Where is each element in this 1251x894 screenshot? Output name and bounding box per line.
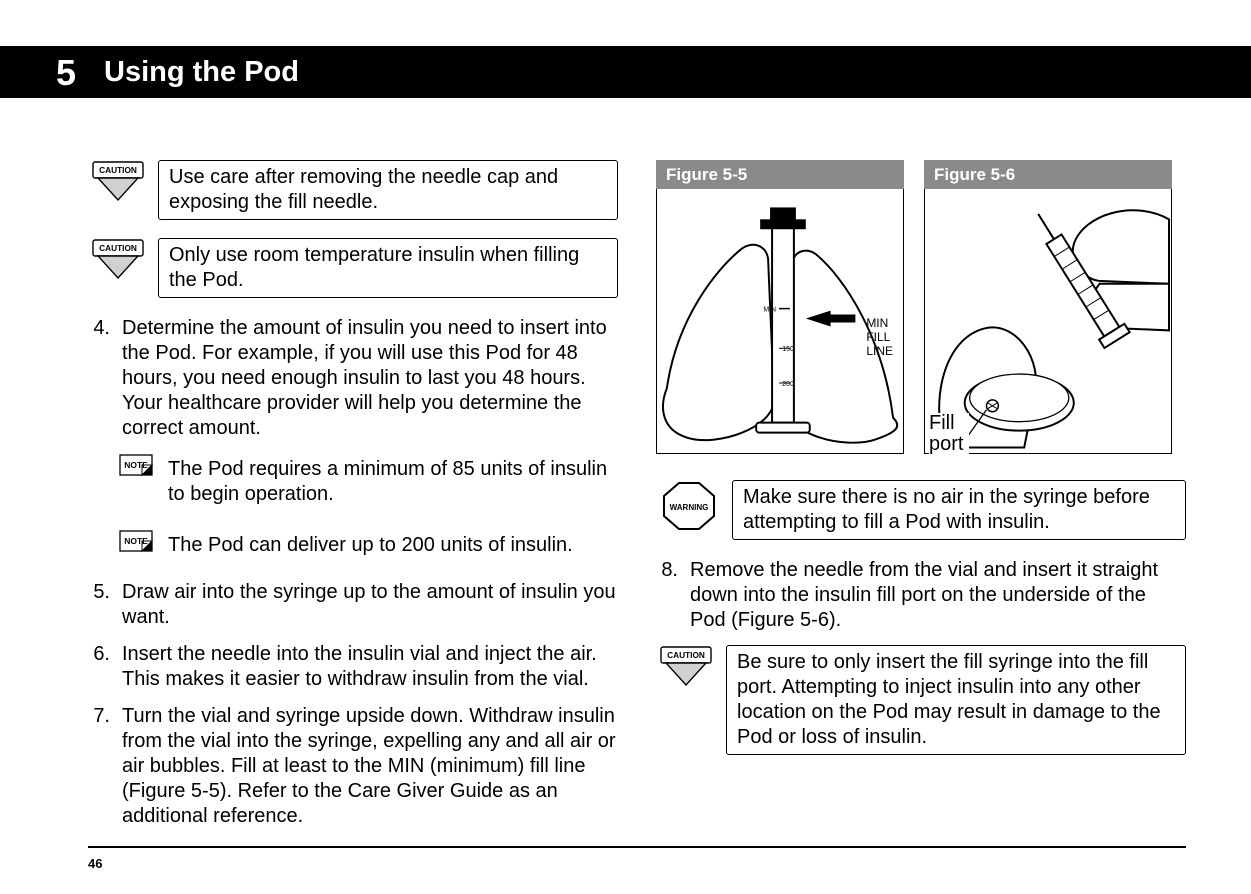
figure-5-5: Figure 5-5 — [656, 160, 904, 454]
caution-text-1: Use care after removing the needle cap a… — [158, 160, 618, 220]
svg-text:200: 200 — [782, 381, 794, 388]
svg-text:150: 150 — [782, 347, 794, 354]
svg-text:CAUTION: CAUTION — [667, 650, 705, 660]
figure-body: MIN 150 200 MIN FILL LINE — [656, 189, 904, 454]
svg-text:MIN: MIN — [763, 307, 776, 314]
figure-title: Figure 5-6 — [924, 160, 1172, 189]
warning-callout: WARNING Make sure there is no air in the… — [656, 480, 1186, 540]
right-column: Figure 5-5 — [656, 160, 1186, 834]
step-text: Insert the needle into the insulin vial … — [122, 642, 618, 692]
caution-text-2: Only use room temperature insulin when f… — [158, 238, 618, 298]
note-text-2: The Pod can deliver up to 200 units of i… — [168, 529, 618, 562]
step-text: Turn the vial and syringe upside down. W… — [122, 704, 618, 829]
step-text: Draw air into the syringe up to the amou… — [122, 580, 618, 630]
step-8: 8. Remove the needle from the vial and i… — [656, 558, 1186, 633]
figure-title: Figure 5-5 — [656, 160, 904, 189]
chapter-title: Using the Pod — [104, 54, 299, 90]
caution-icon: CAUTION — [656, 645, 716, 687]
caution-callout-3: CAUTION Be sure to only insert the fill … — [656, 645, 1186, 755]
step-text: Remove the needle from the vial and inse… — [690, 558, 1186, 633]
step-4: 4. Determine the amount of insulin you n… — [88, 316, 618, 441]
step-text: Determine the amount of insulin you need… — [122, 316, 618, 441]
step-6: 6. Insert the needle into the insulin vi… — [88, 642, 618, 692]
step-number: 6. — [88, 642, 110, 692]
footer-rule — [88, 846, 1186, 848]
caution-text-3: Be sure to only insert the fill syringe … — [726, 645, 1186, 755]
svg-text:NOTE: NOTE — [124, 460, 148, 470]
figure-row: Figure 5-5 — [656, 160, 1186, 454]
warning-icon: WARNING — [656, 480, 722, 532]
caution-icon: CAUTION — [88, 160, 148, 202]
left-column: CAUTION Use care after removing the need… — [88, 160, 618, 834]
figure-body: Fill port — [924, 189, 1172, 454]
caution-icon: CAUTION — [88, 238, 148, 280]
fill-port-label: Fill port — [929, 413, 969, 455]
svg-text:WARNING: WARNING — [670, 503, 709, 512]
step-number: 4. — [88, 316, 110, 441]
chapter-number: 5 — [56, 50, 76, 95]
svg-text:CAUTION: CAUTION — [99, 165, 137, 175]
chapter-header: 5 Using the Pod — [0, 46, 1251, 98]
caution-callout-1: CAUTION Use care after removing the need… — [88, 160, 618, 220]
note-callout-1: NOTE The Pod requires a minimum of 85 un… — [116, 453, 618, 511]
note-text-1: The Pod requires a minimum of 85 units o… — [168, 453, 618, 511]
step-5: 5. Draw air into the syringe up to the a… — [88, 580, 618, 630]
content-columns: CAUTION Use care after removing the need… — [88, 160, 1186, 834]
step-7: 7. Turn the vial and syringe upside down… — [88, 704, 618, 829]
warning-text: Make sure there is no air in the syringe… — [732, 480, 1186, 540]
svg-text:NOTE: NOTE — [124, 536, 148, 546]
step-number: 8. — [656, 558, 678, 633]
step-number: 5. — [88, 580, 110, 630]
page-number: 46 — [88, 856, 102, 872]
min-fill-label: MIN FILL LINE — [866, 317, 893, 358]
figure-5-6: Figure 5-6 — [924, 160, 1172, 454]
note-icon: NOTE — [116, 529, 158, 559]
caution-callout-2: CAUTION Only use room temperature insuli… — [88, 238, 618, 298]
note-icon: NOTE — [116, 453, 158, 483]
step-number: 7. — [88, 704, 110, 829]
note-callout-2: NOTE The Pod can deliver up to 200 units… — [116, 529, 618, 562]
svg-text:CAUTION: CAUTION — [99, 243, 137, 253]
